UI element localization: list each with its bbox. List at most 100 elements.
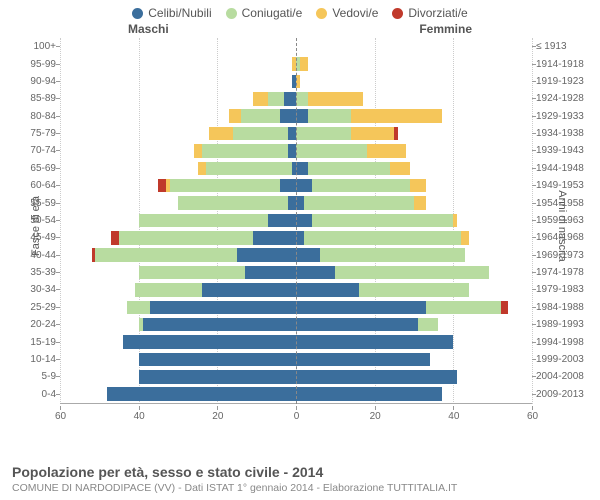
bar (296, 266, 489, 280)
bar (296, 283, 469, 297)
bar-segment-married (95, 248, 237, 262)
bar (296, 127, 398, 141)
age-label: 100+ (8, 41, 56, 52)
birth-year-label: 1919-1923 (536, 76, 592, 87)
bar-segment-widowed (308, 92, 363, 106)
male-half (60, 333, 296, 350)
female-half (296, 55, 532, 72)
male-half (60, 316, 296, 333)
bar-segment-single (143, 318, 296, 332)
bar (107, 387, 296, 401)
x-tick-label: 60 (527, 411, 538, 422)
legend: Celibi/NubiliConiugati/eVedovi/eDivorzia… (0, 0, 600, 22)
bar-segment-single (296, 214, 312, 228)
bar-segment-single (268, 214, 296, 228)
bar-segment-married (308, 162, 391, 176)
female-half (296, 177, 532, 194)
bar-segment-widowed (198, 162, 206, 176)
x-tick-label: 60 (55, 411, 66, 422)
female-half (296, 281, 532, 298)
female-half (296, 386, 532, 403)
bar (296, 57, 308, 71)
bar-segment-married (139, 214, 269, 228)
chart-title: Popolazione per età, sesso e stato civil… (12, 464, 457, 480)
bar-segment-single (296, 109, 308, 123)
birth-year-label: 1959-1963 (536, 215, 592, 226)
bar-segment-married (206, 162, 293, 176)
bar (139, 214, 296, 228)
bar-segment-married (119, 231, 253, 245)
male-half (60, 212, 296, 229)
male-half (60, 299, 296, 316)
bar-segment-married (178, 196, 288, 210)
bar-segment-widowed (390, 162, 410, 176)
bar-segment-married (241, 109, 280, 123)
bar-segment-single (296, 248, 320, 262)
bar (296, 179, 426, 193)
bar-segment-divorced (111, 231, 119, 245)
bar-segment-divorced (158, 179, 166, 193)
bar-segment-married (320, 248, 466, 262)
bar-segment-married (312, 214, 454, 228)
male-half (60, 55, 296, 72)
bar-segment-widowed (253, 92, 269, 106)
legend-swatch (226, 8, 237, 19)
female-half (296, 142, 532, 159)
chart-subtitle: COMUNE DI NARDODIPACE (VV) - Dati ISTAT … (12, 482, 457, 494)
bar (296, 109, 442, 123)
legend-item: Celibi/Nubili (132, 6, 211, 20)
bar-segment-widowed (229, 109, 241, 123)
bar-segment-widowed (351, 109, 441, 123)
age-label: 90-94 (8, 76, 56, 87)
bar-segment-widowed (461, 231, 469, 245)
female-half (296, 351, 532, 368)
bar-segment-single (280, 179, 296, 193)
birth-year-label: 1979-1983 (536, 284, 592, 295)
female-half (296, 247, 532, 264)
bar-segment-single (296, 370, 457, 384)
legend-label: Divorziati/e (408, 6, 467, 20)
female-label: Femmine (419, 22, 472, 36)
birth-year-label: 1969-1973 (536, 250, 592, 261)
bar-segment-single (288, 144, 296, 158)
bar (296, 196, 426, 210)
bar (296, 92, 363, 106)
birth-year-label: 1924-1928 (536, 93, 592, 104)
bar-segment-widowed (453, 214, 457, 228)
bar-segment-married (312, 179, 410, 193)
female-half (296, 160, 532, 177)
age-label: 50-54 (8, 215, 56, 226)
age-label: 65-69 (8, 163, 56, 174)
bar-segment-single (296, 231, 304, 245)
bar (296, 318, 438, 332)
bar-segment-married (233, 127, 288, 141)
bar (139, 318, 296, 332)
centerline (296, 38, 297, 404)
age-label: 80-84 (8, 111, 56, 122)
x-tick: 40 (139, 406, 140, 410)
x-tick-label: 0 (294, 411, 300, 422)
x-tick-label: 40 (134, 411, 145, 422)
bar (127, 301, 296, 315)
bar (209, 127, 296, 141)
age-label: 10-14 (8, 354, 56, 365)
age-label: 75-79 (8, 128, 56, 139)
legend-label: Coniugati/e (242, 6, 303, 20)
age-label: 15-19 (8, 337, 56, 348)
bar-segment-married (359, 283, 469, 297)
bar-segment-married (308, 109, 351, 123)
bar-segment-widowed (367, 144, 406, 158)
male-half (60, 108, 296, 125)
x-tick: 20 (217, 406, 218, 410)
age-label: 0-4 (8, 389, 56, 400)
birth-year-label: 1954-1958 (536, 198, 592, 209)
bar-segment-single (139, 370, 296, 384)
legend-swatch (316, 8, 327, 19)
birth-year-label: 1944-1948 (536, 163, 592, 174)
age-label: 25-29 (8, 302, 56, 313)
bar (139, 353, 296, 367)
bar (296, 144, 406, 158)
bar-segment-single (296, 335, 453, 349)
birth-year-label: 1929-1933 (536, 111, 592, 122)
x-tick: 60 (532, 406, 533, 410)
